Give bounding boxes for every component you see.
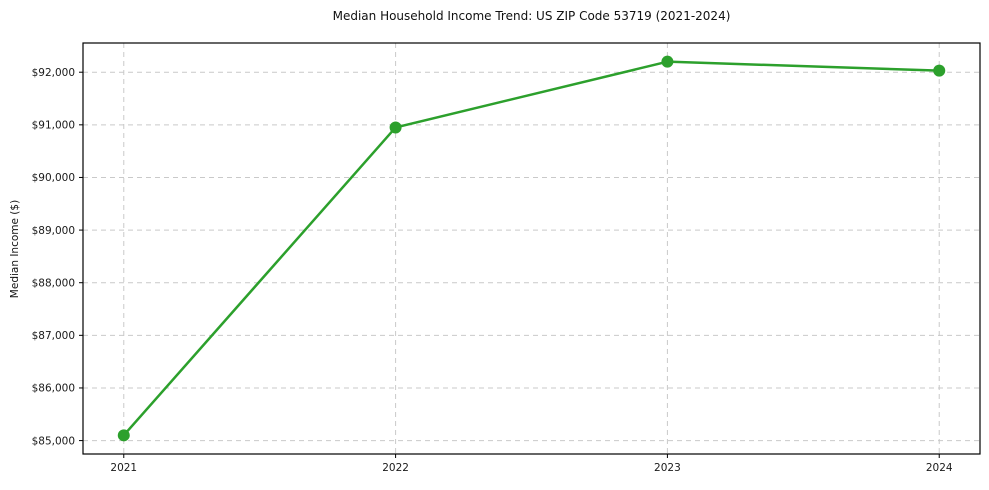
- data-point: [389, 121, 402, 134]
- y-tick-label: $87,000: [32, 330, 75, 342]
- x-tick-label: 2021: [110, 462, 137, 474]
- x-tick-label: 2024: [926, 462, 953, 474]
- y-tick-label: $89,000: [32, 225, 75, 237]
- y-tick-label: $90,000: [32, 172, 75, 184]
- y-tick-label: $91,000: [32, 120, 75, 132]
- plot-border: [82, 42, 981, 455]
- x-tick-label: 2023: [654, 462, 681, 474]
- y-tick-label: $85,000: [32, 435, 75, 447]
- y-tick-label: $86,000: [32, 383, 75, 395]
- x-tick-label: 2022: [382, 462, 409, 474]
- data-point: [661, 55, 674, 68]
- data-point: [117, 429, 130, 442]
- chart-title: Median Household Income Trend: US ZIP Co…: [332, 9, 731, 23]
- data-point: [933, 64, 946, 77]
- trend-line: [122, 60, 941, 437]
- y-tick-label: $92,000: [32, 67, 75, 79]
- y-tick-label: $88,000: [32, 277, 75, 289]
